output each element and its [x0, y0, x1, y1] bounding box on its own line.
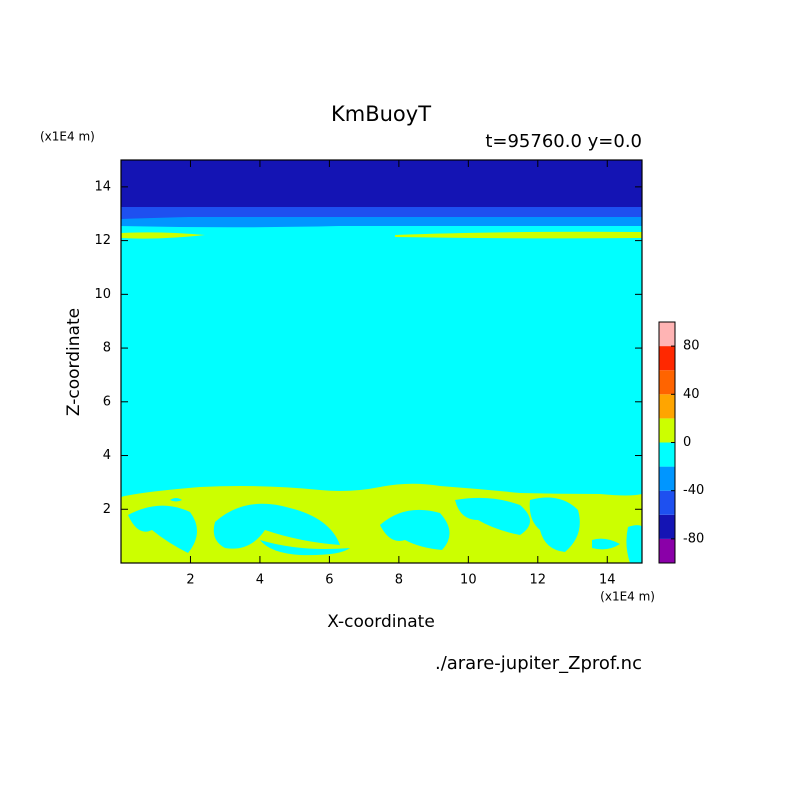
y-tick-label: 14 — [94, 179, 111, 194]
y-unit: (x1E4 m) — [40, 130, 95, 144]
plot-frame — [120, 159, 643, 564]
colorbar-band — [659, 394, 675, 419]
colorbar-band — [659, 442, 675, 467]
colorbar-tick-label: 40 — [683, 387, 700, 402]
contour-field — [121, 160, 642, 563]
x-axis-label: X-coordinate — [327, 612, 435, 632]
field-region — [592, 538, 620, 550]
field-region — [455, 497, 530, 535]
x-tick-label: 4 — [256, 573, 264, 588]
chart-title: KmBuoyT — [331, 102, 431, 126]
y-axis-label: Z-coordinate — [64, 308, 84, 416]
field-region — [395, 231, 642, 239]
y-tick-label: 6 — [103, 394, 111, 409]
source-label: ./arare-jupiter_Zprof.nc — [435, 653, 642, 674]
field-region — [121, 210, 642, 219]
colorbar-tick-label: 80 — [683, 339, 700, 354]
x-tick-label: 10 — [460, 573, 477, 588]
field-region — [121, 220, 642, 228]
x-tick-label: 12 — [530, 573, 547, 588]
x-tick-label: 14 — [599, 573, 616, 588]
x-tick-label: 8 — [395, 573, 403, 588]
field-region — [260, 540, 350, 556]
chart-subtitle: t=95760.0 y=0.0 — [485, 131, 642, 152]
colorbar-band — [659, 418, 675, 443]
y-tick-label: 10 — [94, 287, 111, 302]
y-tick-label: 4 — [103, 448, 111, 463]
field-region — [529, 497, 580, 552]
colorbar-band — [659, 370, 675, 395]
y-tick-label: 8 — [103, 341, 111, 356]
colorbar-band — [659, 514, 675, 539]
colorbar-band — [659, 466, 675, 491]
colorbar-band — [659, 538, 675, 563]
colorbar-tick-label: -40 — [683, 483, 704, 498]
field-region — [128, 505, 198, 553]
colorbar-band — [659, 322, 675, 347]
x-tick-label: 6 — [325, 573, 333, 588]
x-tick-label: 2 — [186, 573, 194, 588]
field-region — [380, 509, 450, 550]
colorbar-tick-label: 0 — [683, 435, 691, 450]
y-tick-label: 12 — [94, 233, 111, 248]
colorbar-band — [659, 346, 675, 371]
field-region — [121, 232, 205, 239]
field-region — [170, 498, 182, 502]
x-unit: (x1E4 m) — [600, 590, 655, 604]
colorbar-band — [659, 490, 675, 515]
field-region — [121, 160, 642, 207]
field-region — [213, 503, 340, 549]
colorbar-tick-label: -80 — [683, 531, 704, 546]
y-tick-label: 2 — [103, 502, 111, 517]
field-region — [626, 525, 642, 563]
